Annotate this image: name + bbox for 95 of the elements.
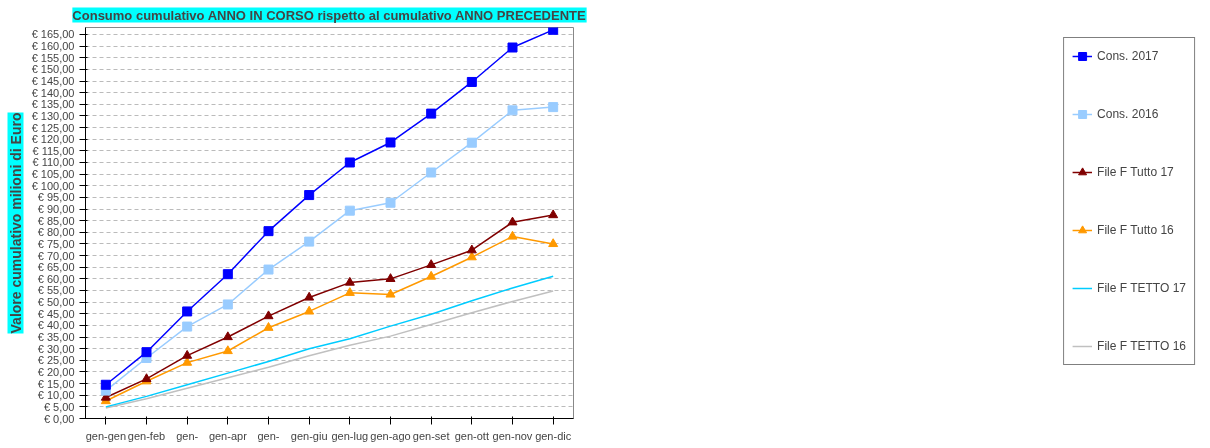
y-tick-label: € 115,00: [32, 144, 75, 157]
y-tick-label: € 85,00: [37, 214, 75, 227]
point: [548, 209, 559, 219]
point: [426, 108, 437, 119]
x-tick-label: gen-giu: [290, 429, 328, 442]
point: [385, 197, 396, 208]
x-tick-label: gen-lug: [331, 429, 369, 442]
y-tick-label: € 100,00: [31, 179, 75, 192]
y-tick-label: € 70,00: [37, 249, 75, 262]
y-tick-label: € 40,00: [37, 319, 75, 332]
legend-label: File F TETTO 16: [1097, 339, 1186, 353]
y-tick-label: € 25,00: [37, 354, 75, 367]
y-tick-label: € 75,00: [37, 237, 75, 250]
point: [344, 276, 355, 286]
point: [222, 299, 233, 310]
point: [263, 226, 274, 237]
point: [426, 270, 437, 280]
y-tick-label: € 55,00: [37, 284, 75, 297]
point: [466, 76, 477, 87]
y-tick-label: € 5,00: [43, 400, 75, 413]
point: [182, 321, 193, 332]
x-tick-label: gen-feb: [127, 429, 166, 442]
point: [466, 251, 477, 261]
point: [263, 322, 274, 331]
y-tick-label: € 155,00: [31, 51, 75, 64]
x-tick-label: gen-nov: [492, 429, 533, 442]
point: [182, 306, 193, 317]
y-tick-label: € 90,00: [37, 203, 75, 216]
point: [548, 238, 559, 248]
y-tick-label: € 30,00: [37, 342, 75, 355]
y-tick-label: € 165,00: [31, 28, 75, 41]
point: [222, 269, 233, 280]
x-tick-label: gen-set: [412, 429, 450, 442]
point: [507, 216, 518, 226]
y-tick-label: € 140,00: [31, 86, 75, 99]
y-tick-label: € 45,00: [37, 307, 75, 320]
point: [466, 244, 477, 254]
point: [182, 349, 193, 359]
point: [100, 379, 111, 390]
point: [426, 167, 437, 178]
chart-title: Consumo cumulativo ANNO IN CORSO rispetto al cumulativo ANNO PRECEDENTE: [72, 7, 586, 23]
point: [466, 137, 477, 148]
legend-label: Cons. 2016: [1097, 107, 1159, 121]
point: [548, 102, 559, 113]
legend-label: Cons. 2017: [1097, 49, 1159, 63]
y-tick-label: € 65,00: [37, 261, 75, 274]
y-tick-label: € 10,00: [37, 389, 75, 402]
y-tick-label: € 110,00: [32, 156, 75, 169]
x-tick-label: gen-: [257, 429, 280, 442]
y-tick-label: € 120,00: [31, 133, 75, 146]
point: [263, 264, 274, 275]
point: [385, 137, 396, 148]
y-tick-label: € 95,00: [37, 191, 75, 204]
y-tick-label: € 60,00: [37, 272, 75, 285]
y-tick-label: € 130,00: [31, 109, 75, 122]
point: [507, 42, 518, 53]
point: [344, 205, 355, 216]
x-tick-label: gen-dic: [535, 429, 572, 442]
x-tick-label: gen-: [176, 429, 199, 442]
point: [304, 291, 315, 301]
legend-label: File F Tutto 17: [1097, 165, 1174, 179]
point: [507, 230, 518, 240]
point: [507, 105, 518, 116]
x-tick-label: gen-ago: [370, 429, 411, 442]
point: [304, 236, 315, 247]
point: [385, 273, 396, 282]
point: [304, 190, 315, 201]
y-tick-label: € 35,00: [37, 331, 75, 344]
point: [304, 305, 315, 315]
point: [222, 345, 233, 355]
point: [426, 259, 437, 268]
point: [344, 157, 355, 168]
y-tick-label: € 20,00: [37, 365, 75, 378]
y-tick-label: € 80,00: [37, 226, 75, 239]
x-tick-label: gen-gen: [85, 429, 127, 442]
point: [344, 287, 355, 296]
legend-label: File F Tutto 16: [1097, 223, 1174, 237]
x-tick-label: gen-apr: [208, 429, 248, 442]
y-tick-label: € 125,00: [31, 121, 75, 134]
y-tick-label: € 160,00: [31, 40, 75, 53]
y-tick-label: € 135,00: [31, 98, 75, 111]
point: [263, 310, 274, 320]
y-tick-label: € 15,00: [37, 377, 75, 390]
legend-label: File F TETTO 17: [1097, 281, 1186, 295]
point: [548, 27, 559, 35]
y-tick-label: € 105,00: [31, 168, 75, 181]
y-tick-label: € 0,00: [43, 412, 75, 425]
x-tick-label: gen-ott: [454, 429, 489, 442]
y-tick-label: € 145,00: [31, 75, 75, 88]
y-axis-title: Valore cumulativo milioni di Euro: [7, 112, 24, 334]
y-tick-label: € 50,00: [37, 296, 75, 309]
point: [385, 288, 396, 298]
point: [141, 347, 152, 358]
point: [222, 331, 233, 341]
y-tick-label: € 150,00: [31, 63, 75, 76]
